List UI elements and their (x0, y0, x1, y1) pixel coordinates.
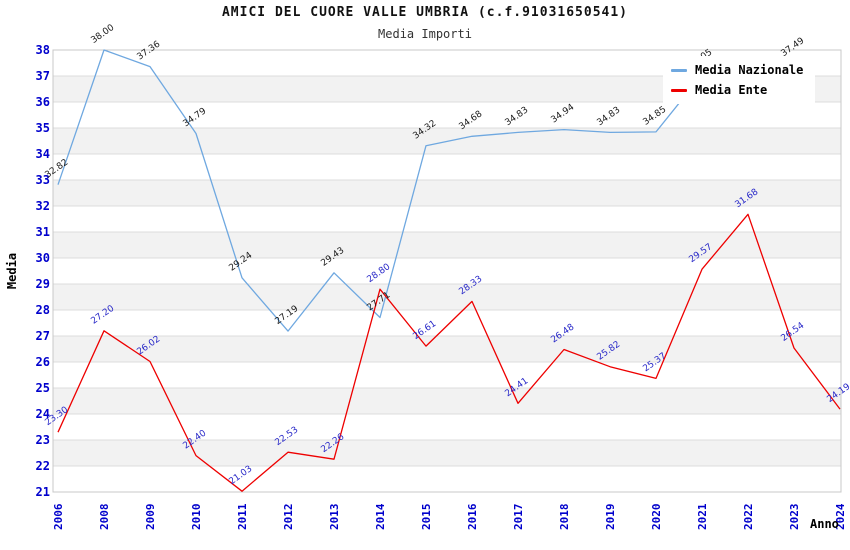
x-tick-label: 2012 (282, 504, 295, 531)
x-axis-title: Anno (810, 517, 839, 531)
value-label: 34.83 (503, 105, 530, 128)
legend-label-media-ente: Media Ente (695, 83, 768, 97)
chart-title: AMICI DEL CUORE VALLE UMBRIA (c.f.910316… (221, 5, 629, 20)
legend-item-media-ente: Media Ente (671, 83, 815, 97)
x-tick-label: 2011 (236, 503, 249, 530)
grid-band (53, 284, 841, 310)
x-tick-label: 2008 (98, 504, 111, 531)
y-tick-label: 28 (36, 303, 50, 317)
value-label: 34.94 (549, 102, 576, 125)
y-tick-label: 32 (36, 199, 50, 213)
value-label: 34.79 (181, 106, 208, 129)
grid-band (53, 336, 841, 362)
legend-label-media-nazionale: Media Nazionale (695, 63, 804, 77)
y-tick-label: 22 (36, 459, 50, 473)
y-tick-label: 25 (36, 381, 50, 395)
y-tick-label: 27 (36, 329, 50, 343)
value-label: 38.00 (89, 23, 116, 46)
x-tick-label: 2021 (696, 503, 709, 530)
value-label: 32.82 (43, 158, 70, 181)
x-tick-label: 2006 (52, 503, 65, 530)
legend: Media Nazionale Media Ente (663, 56, 815, 104)
x-tick-label: 2018 (558, 504, 571, 531)
plot-border (52, 49, 842, 493)
y-tick-label: 37 (36, 69, 50, 83)
y-tick-label: 23 (36, 433, 50, 447)
y-tick-label: 36 (36, 95, 50, 109)
chart-subtitle: Media Importi (378, 27, 472, 41)
y-tick-label: 29 (36, 277, 50, 291)
x-tick-label: 2010 (190, 504, 203, 531)
grid-band (53, 180, 841, 206)
x-tick-label: 2020 (650, 504, 663, 531)
y-tick-label: 33 (36, 173, 50, 187)
legend-swatch-media-nazionale-icon (671, 68, 687, 72)
x-tick-label: 2013 (328, 504, 341, 531)
legend-swatch-media-ente-icon (671, 88, 687, 92)
y-tick-label: 21 (36, 485, 50, 499)
y-tick-label: 30 (36, 251, 50, 265)
legend-item-media-nazionale: Media Nazionale (671, 63, 815, 77)
value-label: 28.80 (365, 262, 392, 285)
series-line-media-nazionale (57, 49, 795, 332)
grid-band (53, 440, 841, 466)
series-line-media-ente (57, 213, 841, 492)
x-tick-label: 2023 (788, 504, 801, 531)
x-tick-label: 2017 (512, 504, 525, 531)
y-tick-label: 35 (36, 121, 50, 135)
x-tick-label: 2019 (604, 504, 617, 531)
y-tick-label: 38 (36, 43, 50, 57)
grid-band (53, 232, 841, 258)
y-axis-title: Media (5, 253, 19, 289)
x-tick-label: 2014 (374, 503, 387, 530)
value-label: 34.83 (595, 105, 622, 128)
x-tick-label: 2016 (466, 503, 479, 530)
y-tick-label: 24 (36, 407, 50, 421)
value-label: 34.85 (641, 105, 668, 128)
y-tick-label: 31 (36, 225, 50, 239)
y-tick-label: 26 (36, 355, 50, 369)
x-tick-label: 2024 (834, 503, 847, 530)
value-label: 37.36 (135, 39, 162, 62)
x-tick-label: 2022 (742, 504, 755, 531)
grid-band (53, 388, 841, 414)
x-tick-label: 2009 (144, 504, 157, 531)
y-tick-label: 34 (36, 147, 50, 161)
x-tick-label: 2015 (420, 504, 433, 531)
